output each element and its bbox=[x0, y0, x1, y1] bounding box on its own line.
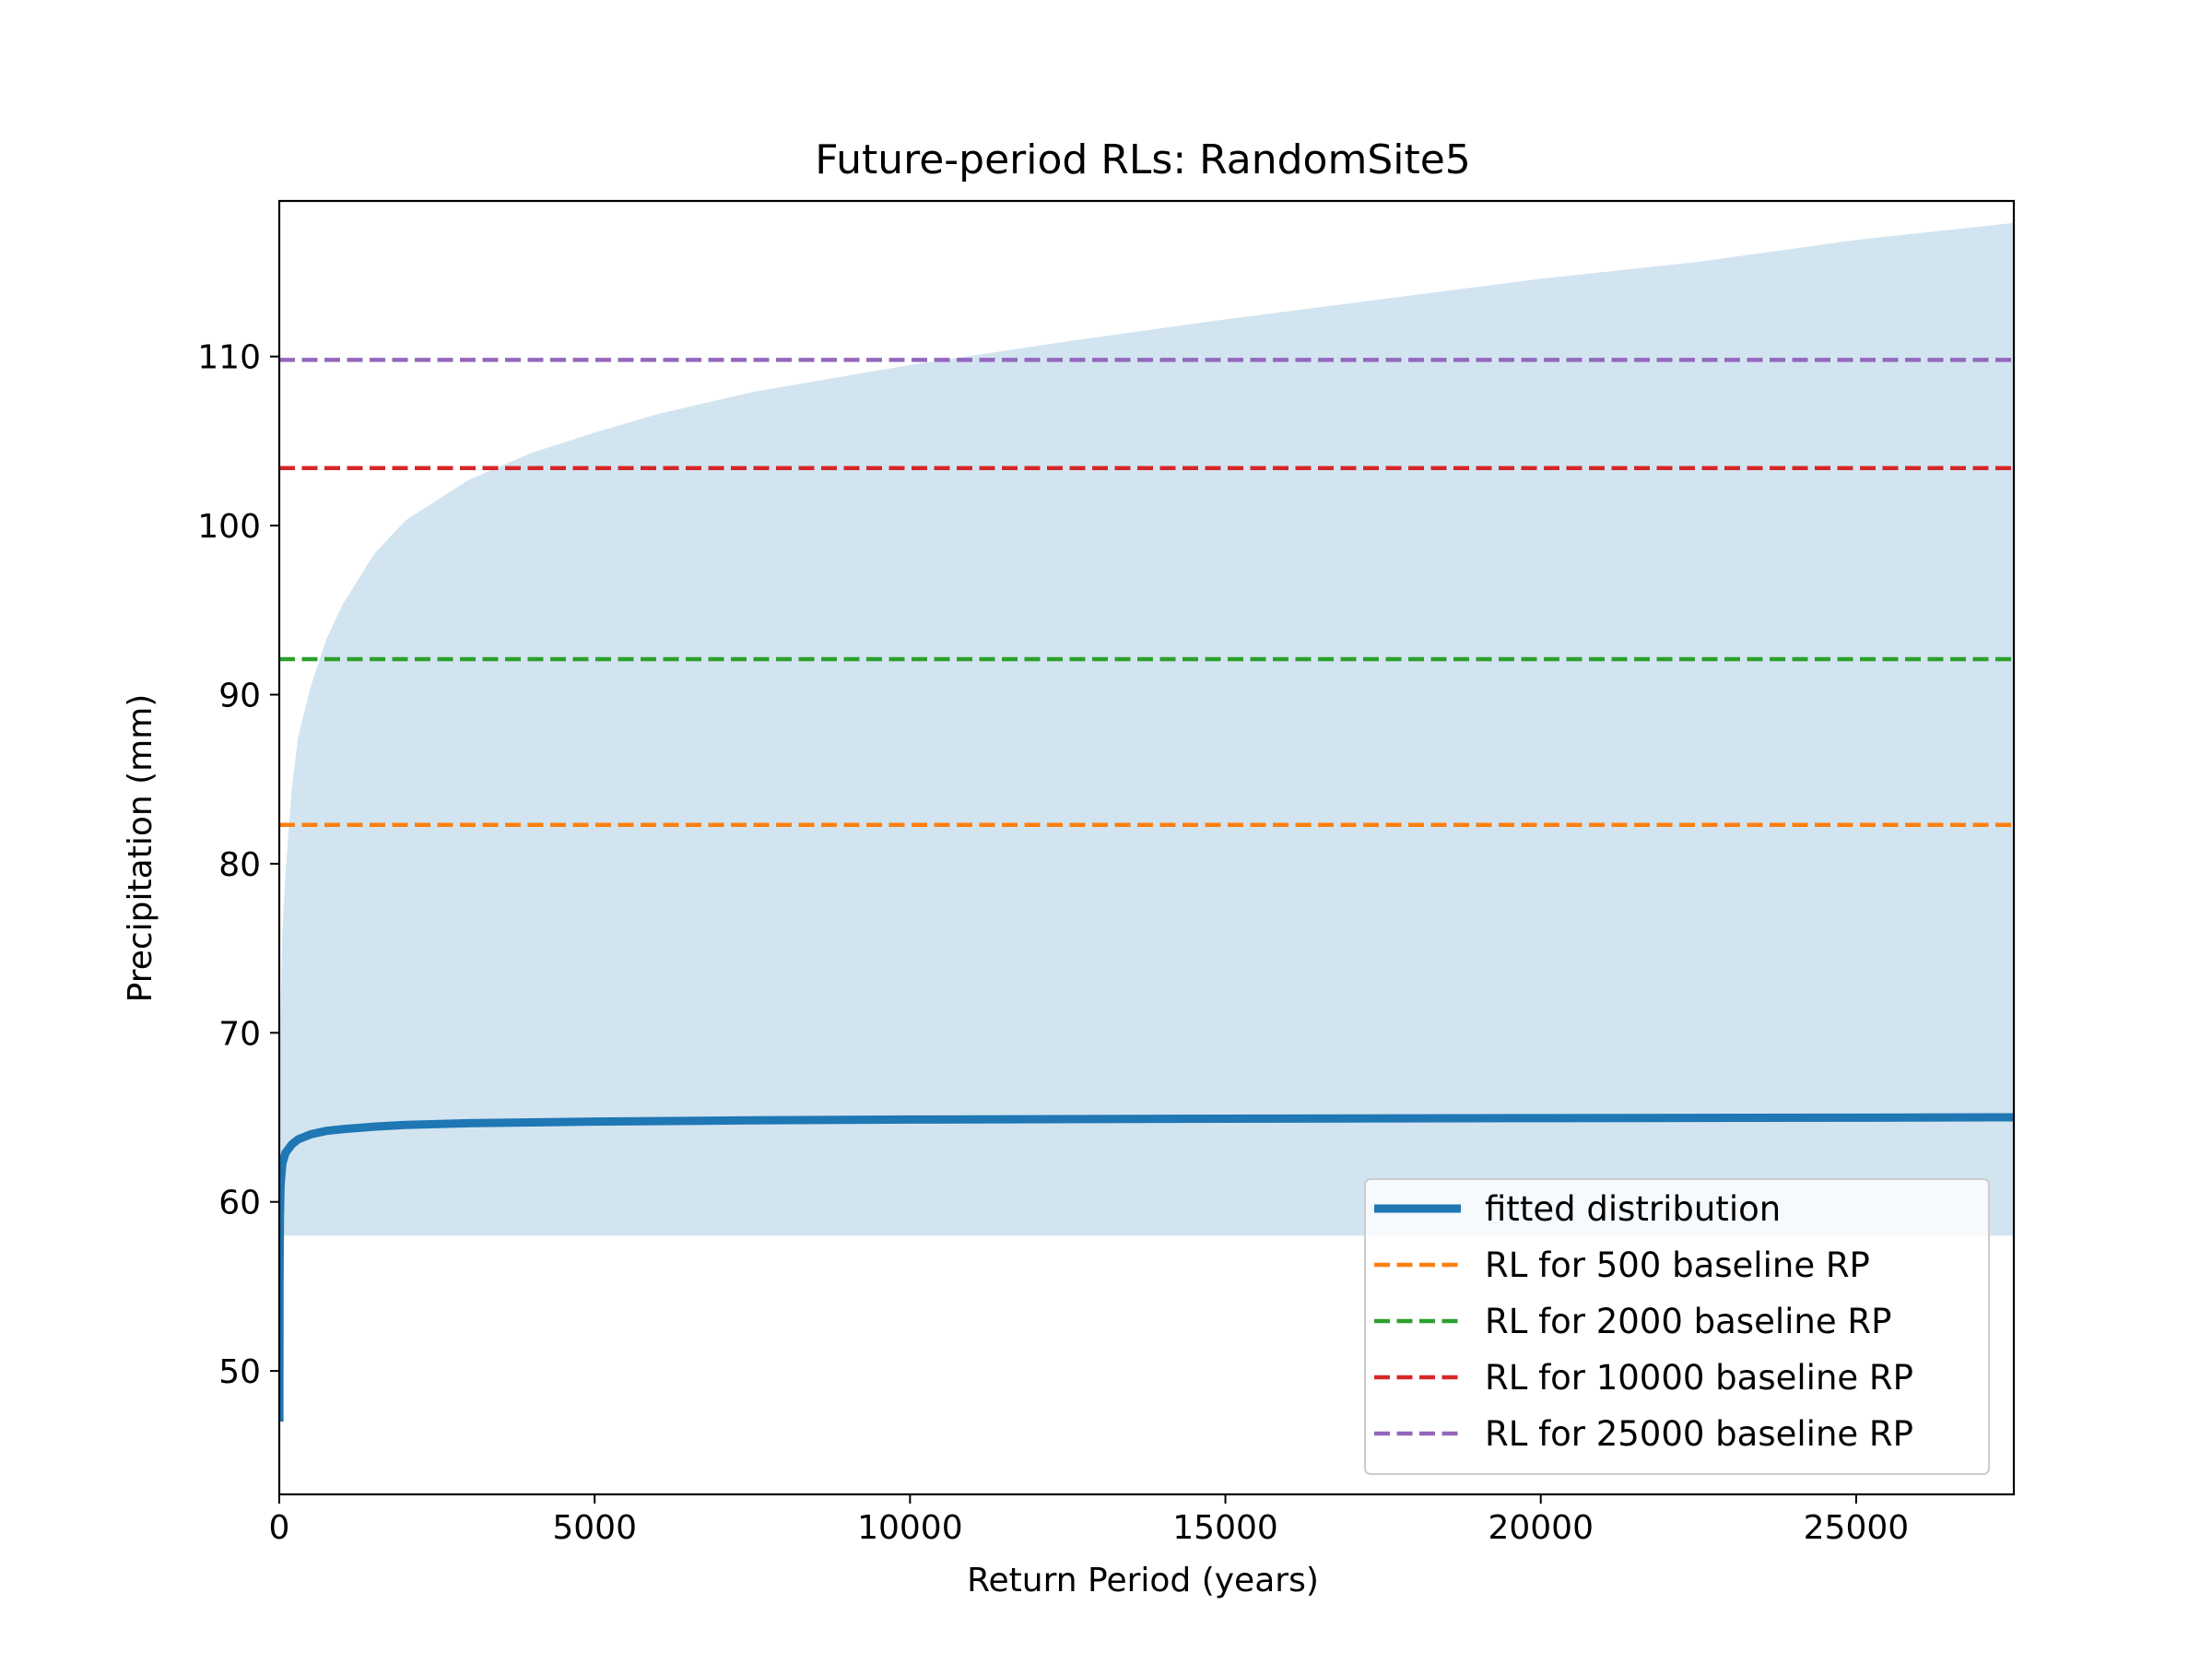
y-tick-label: 60 bbox=[218, 1185, 261, 1222]
y-tick-label: 80 bbox=[218, 846, 261, 884]
axes: 0 5000 10000 15000 20000 25000 50 60 70 80 90 100 11… bbox=[197, 199, 2016, 1547]
x-axis-title: Return Period (years) bbox=[967, 1562, 1319, 1599]
y-tick-label: 70 bbox=[218, 1015, 261, 1053]
y-axis-title: Precipitation (mm) bbox=[122, 694, 159, 1003]
legend: fitted distribution RL for 500 baseline R… bbox=[1364, 1178, 1990, 1475]
axes-frame bbox=[277, 199, 2016, 1496]
y-tick-label: 110 bbox=[197, 339, 261, 377]
confidence-band bbox=[279, 222, 2014, 1236]
x-tick-label: 0 bbox=[269, 1509, 290, 1547]
y-tick-label: 90 bbox=[218, 678, 261, 715]
legend-label-1: fitted distribution bbox=[1485, 1189, 1781, 1229]
y-tick-label: 100 bbox=[197, 508, 261, 546]
plot-area bbox=[279, 222, 2014, 1422]
x-tick-label: 20000 bbox=[1488, 1509, 1594, 1547]
legend-label-5: RL for 25000 baseline RP bbox=[1485, 1414, 1913, 1454]
x-tick-label: 5000 bbox=[552, 1509, 637, 1547]
x-tick-label: 15000 bbox=[1172, 1509, 1278, 1547]
x-tick-label: 25000 bbox=[1804, 1509, 1910, 1547]
legend-box bbox=[1364, 1178, 1990, 1475]
fitted-distribution-line bbox=[279, 1113, 2014, 1422]
y-tick-label: 50 bbox=[218, 1353, 261, 1391]
x-tick-label: 10000 bbox=[857, 1509, 963, 1547]
chart-title: Future-period RLs: RandomSite5 bbox=[815, 136, 1471, 183]
legend-label-4: RL for 10000 baseline RP bbox=[1485, 1358, 1913, 1398]
legend-label-2: RL for 500 baseline RP bbox=[1485, 1245, 1870, 1285]
plot-clipped-group bbox=[279, 222, 2014, 1422]
legend-label-3: RL for 2000 baseline RP bbox=[1485, 1302, 1891, 1341]
